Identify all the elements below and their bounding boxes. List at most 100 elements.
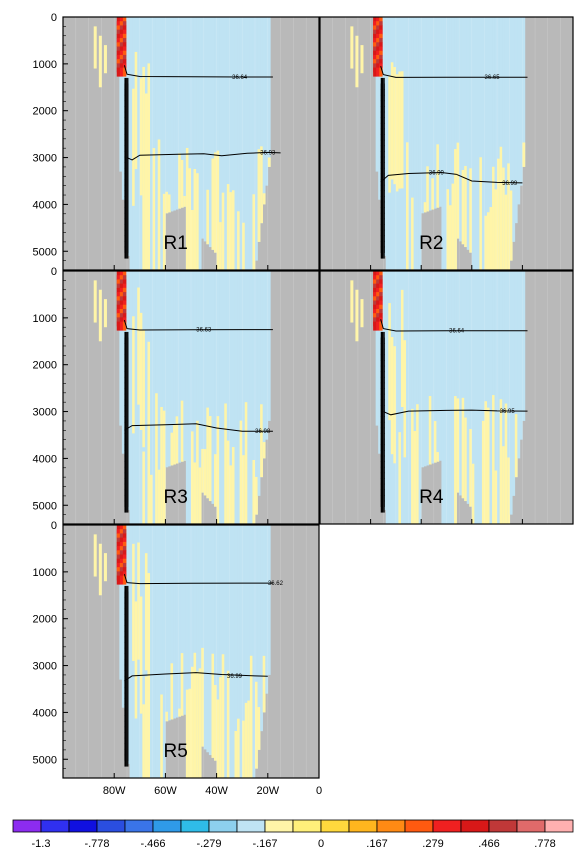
positive-patch [216,699,220,778]
panel-frame [62,16,320,271]
ocean-column [198,271,202,524]
positive-patch [103,299,107,328]
ocean-column [175,17,179,210]
positive-patch [226,670,230,778]
ocean-column [185,271,189,524]
ocean-column [479,271,483,524]
ocean-column [385,17,389,270]
positive-patch [267,157,271,167]
colorbar-label: .279 [422,838,443,850]
ocean-column [507,271,511,524]
ocean-column [137,17,141,270]
ocean-column [224,525,228,778]
positive-patch [446,189,450,270]
positive-patch [502,167,505,270]
positive-patch [469,429,473,507]
positive-patch [155,393,159,524]
ocean-column [395,271,399,524]
ocean-column [167,17,171,213]
y-tick-label: 3000 [33,407,57,419]
ocean-column [451,271,455,524]
ocean-column [474,17,478,270]
ocean-column [155,525,159,778]
ocean-column [385,271,389,524]
ocean-column [165,525,169,722]
ocean-column [378,17,382,200]
ocean-column [208,271,212,502]
ocean-column [433,17,437,209]
ocean-column [206,17,210,245]
positive-patch [144,93,148,211]
positive-patch [499,399,503,524]
colorbar-swatch [180,819,210,833]
ocean-column [443,271,447,524]
contour-label: 36.95 [500,409,516,415]
positive-patch [260,404,263,478]
ocean-column [375,17,379,172]
colorbar-swatch [376,819,406,833]
contour-line [126,151,281,161]
ocean-column [121,525,125,708]
positive-patch [239,420,243,524]
ocean-column [119,271,123,426]
positive-patch [509,190,513,261]
ocean-column [438,17,442,207]
y-tick-label: 4000 [33,199,57,211]
contour-label: 36.98 [255,429,271,435]
positive-patch [216,416,220,524]
ocean-column [431,271,435,464]
ocean-column [242,17,246,270]
panel-label: R3 [163,487,187,508]
positive-patch [413,431,417,524]
ocean-column [486,271,490,524]
panel-r5: 36.62 36.99 R5 0 1000 2000 3000 4000 5000 80W 60W 4… [33,520,323,797]
ocean-column [231,271,235,524]
positive-patch [262,655,266,713]
positive-patch [203,449,207,496]
positive-patch [247,700,251,778]
positive-patch [411,408,414,524]
positive-patch [388,75,392,193]
ocean-column [234,525,238,778]
y-tick-label: 0 [51,520,57,532]
panel-frame [319,270,574,525]
ocean-column [119,17,123,172]
ocean-column [244,17,248,270]
ocean-column [413,17,417,270]
positive-patch [196,671,199,778]
positive-patch [180,159,184,208]
positive-patch [137,287,141,405]
positive-patch [398,71,402,189]
ocean-column [257,525,261,750]
positive-patch [499,146,503,270]
positive-patch [139,596,143,714]
positive-patch [219,222,223,270]
positive-patch [214,152,217,253]
ocean-column [183,525,187,715]
ocean-column [375,271,379,426]
ocean-column [183,271,187,461]
ocean-column [208,525,212,756]
ocean-column [201,271,205,493]
ocean-column [150,525,153,778]
ocean-column [224,17,228,270]
contour-line [380,171,457,183]
ocean-column [494,17,498,270]
positive-patch [395,74,399,192]
ocean-column [265,17,269,186]
ocean-column [255,525,258,769]
ocean-column [262,17,266,205]
positive-patch [481,420,485,524]
ocean-column [252,271,256,524]
positive-patch [147,396,151,524]
contour-line [456,173,523,184]
ocean-column [170,525,174,720]
ocean-column [476,17,480,270]
ocean-column [517,17,521,205]
ocean-column [216,525,220,778]
positive-patch [400,289,404,408]
ocean-column [160,271,164,524]
ocean-column [504,17,508,270]
ocean-column [260,271,263,478]
